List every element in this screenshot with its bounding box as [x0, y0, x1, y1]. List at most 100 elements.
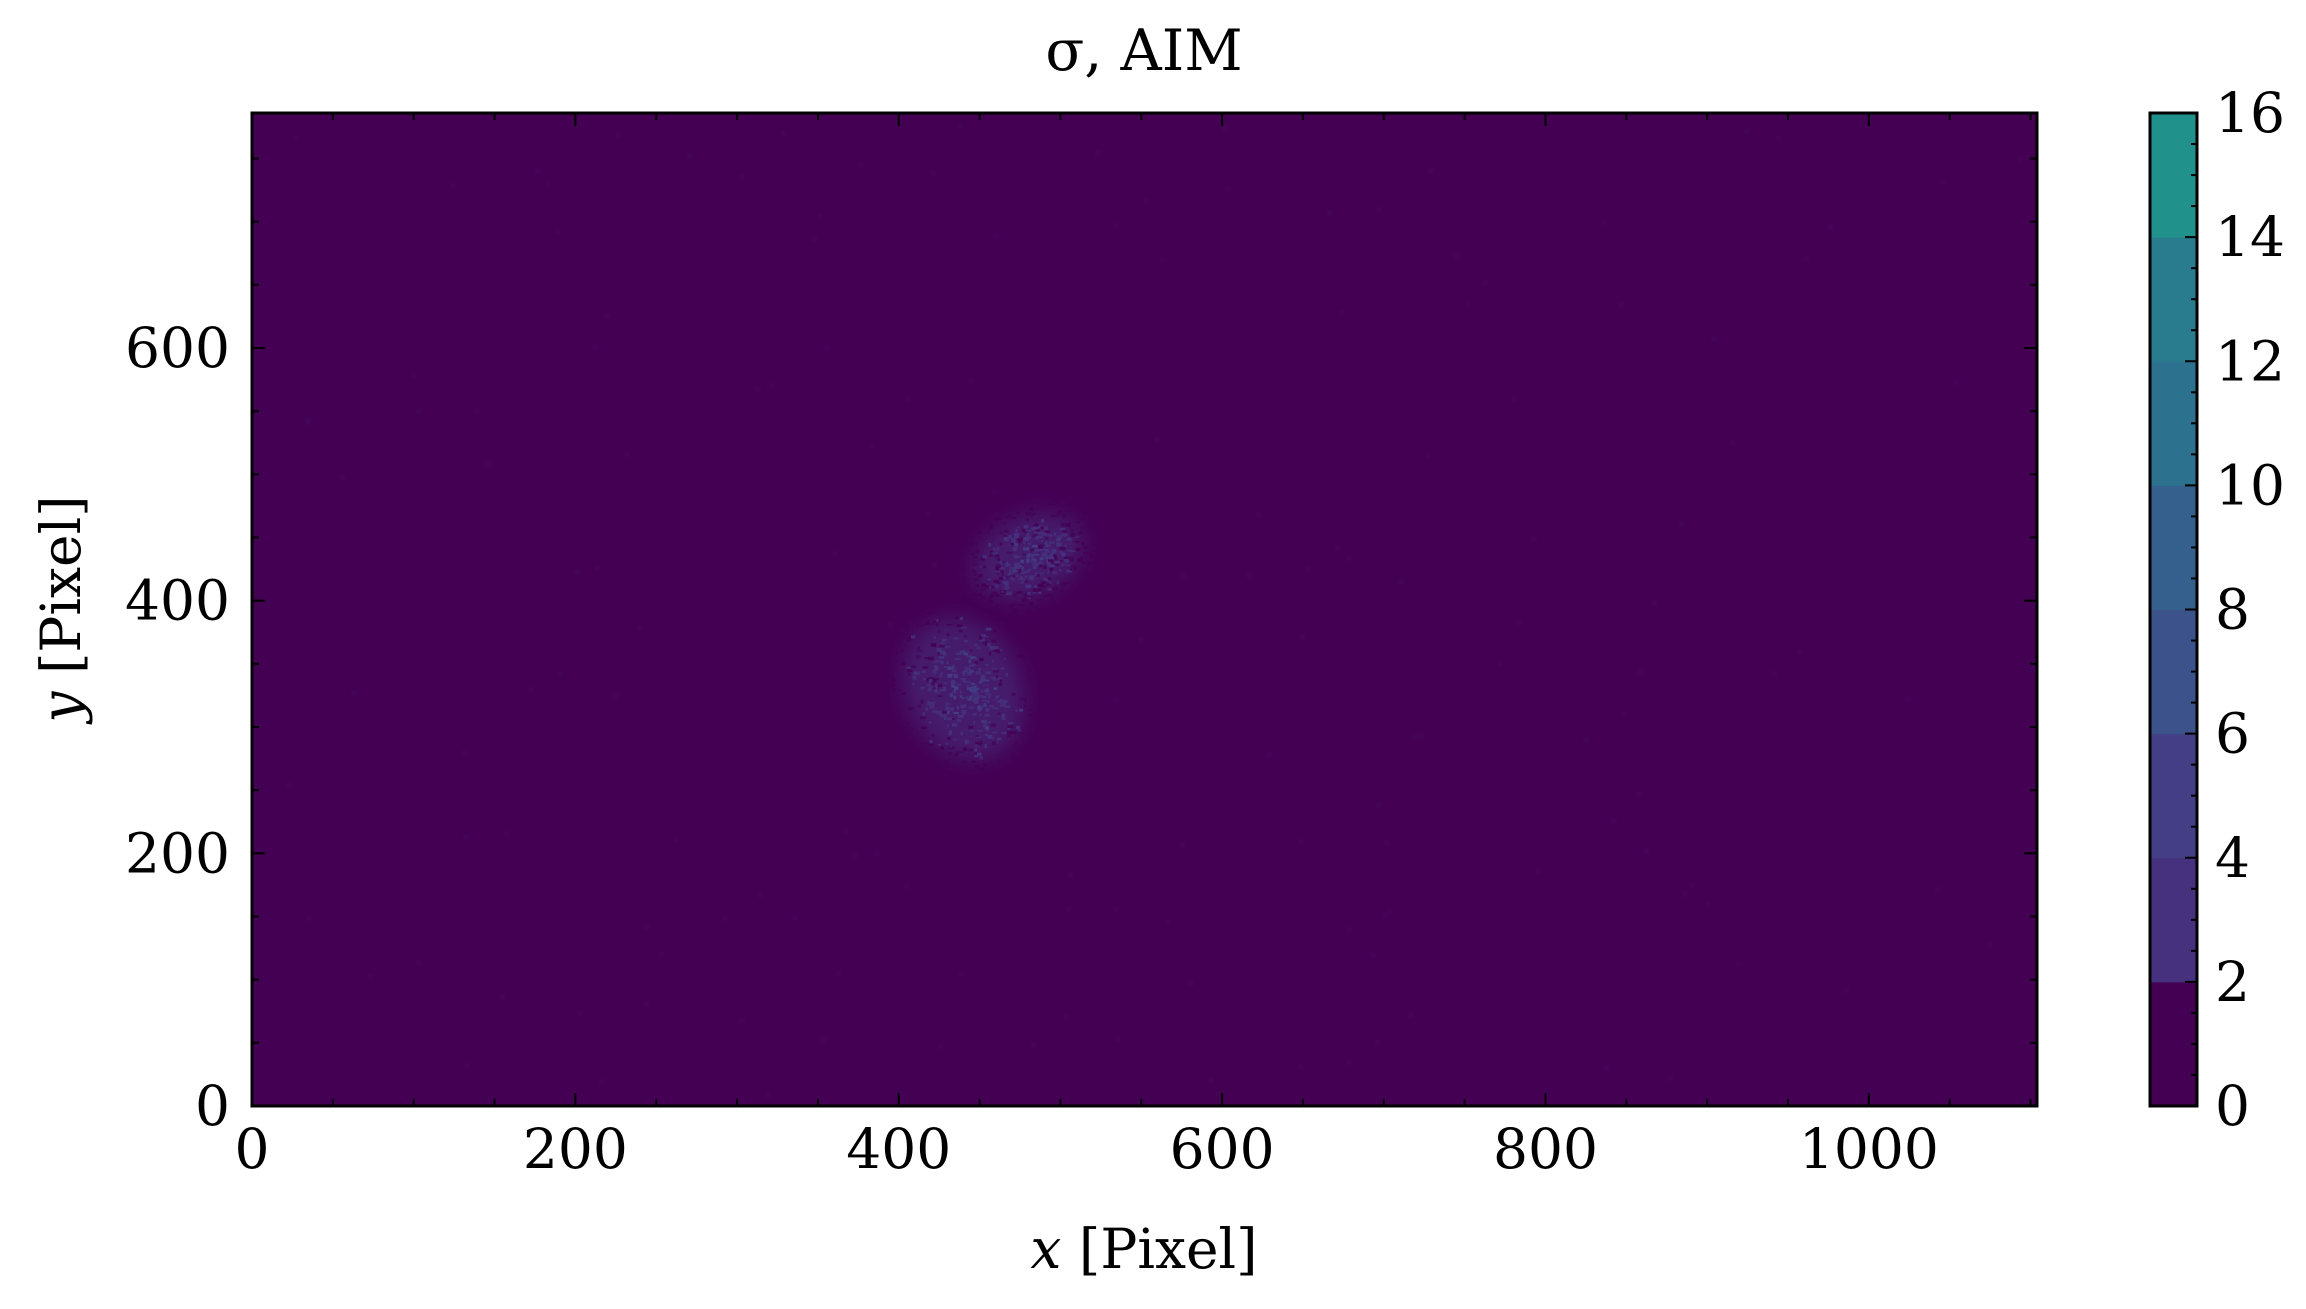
heatmap-cell [616, 133, 620, 137]
heatmap-cell [947, 673, 953, 678]
heatmap-cell [1045, 537, 1048, 540]
heatmap-cell [1414, 735, 1417, 739]
heatmap-cell [1047, 588, 1053, 591]
heatmap-cell [1004, 563, 1011, 567]
heatmap-cell [928, 687, 932, 690]
heatmap-cell [933, 678, 939, 681]
heatmap-cell [1844, 988, 1848, 992]
heatmap-cell [964, 584, 969, 588]
heatmap-cell [1090, 522, 1097, 527]
heatmap-cell [953, 674, 959, 678]
heatmap-cell [974, 741, 980, 745]
heatmap-cell [1070, 550, 1076, 553]
heatmap-cell [997, 581, 1001, 585]
heatmap-cell [985, 585, 990, 589]
heatmap-cell [1005, 673, 1009, 677]
heatmap-cell [898, 688, 903, 691]
heatmap-cell [1081, 583, 1086, 586]
heatmap-cell [974, 755, 979, 757]
heatmap-cell [949, 745, 953, 748]
heatmap-cell [1047, 607, 1053, 610]
heatmap-cell [1032, 556, 1035, 561]
heatmap-cell [974, 657, 978, 660]
heatmap-cell [906, 666, 912, 669]
heatmap-cell [1088, 553, 1094, 557]
heatmap-cell [991, 585, 995, 589]
heatmap-cell [901, 692, 907, 696]
heatmap-cell [987, 642, 991, 647]
heatmap-cell [970, 379, 973, 383]
heatmap-cell [965, 696, 968, 699]
heatmap-cell [306, 418, 310, 422]
heatmap-cell [1772, 672, 1776, 675]
heatmap-cell [1712, 337, 1716, 341]
heatmap-cell [952, 664, 955, 669]
heatmap-cell [1047, 562, 1052, 566]
heatmap-cell [983, 763, 988, 767]
heatmap-cell [1095, 492, 1098, 496]
colorbar-level [2150, 609, 2197, 735]
heatmap-cell [897, 615, 902, 619]
heatmap-cell [1038, 531, 1044, 535]
heatmap-cell [890, 682, 896, 687]
heatmap-cell [966, 684, 970, 687]
heatmap-cell [1036, 776, 1039, 779]
heatmap-cell [1012, 548, 1017, 552]
heatmap-cell [688, 154, 692, 158]
heatmap-cell [982, 700, 988, 702]
heatmap-cell [989, 553, 993, 556]
heatmap-cell [1012, 569, 1019, 573]
heatmap-cell [1032, 534, 1038, 538]
heatmap-cell [1455, 255, 1459, 259]
heatmap-cell [945, 742, 949, 745]
heatmap-cell [971, 683, 976, 686]
heatmap-cell [1612, 819, 1616, 823]
heatmap-cell [813, 237, 817, 241]
heatmap-cell [936, 710, 942, 715]
heatmap-cell [922, 712, 925, 716]
heatmap-cell [1011, 538, 1016, 541]
heatmap-cell [935, 622, 939, 627]
heatmap-cell [1081, 541, 1085, 545]
heatmap-cell [988, 597, 992, 600]
heatmap-cell [953, 695, 957, 700]
heatmap-cell [853, 854, 857, 858]
heatmap-cell [937, 630, 941, 634]
heatmap-cell [1039, 557, 1044, 561]
heatmap-cell [982, 554, 987, 559]
heatmap-cell [723, 916, 727, 920]
heatmap-cell [938, 695, 943, 697]
heatmap-cell [1049, 581, 1052, 584]
heatmap-cell [1114, 224, 1118, 228]
heatmap-cell [1189, 982, 1193, 986]
heatmap-cell [973, 556, 978, 559]
heatmap-cell [989, 524, 993, 528]
heatmap-cell [962, 586, 967, 589]
heatmap-cell [949, 693, 953, 698]
heatmap-cell [971, 690, 977, 694]
heatmap-cell [1017, 538, 1022, 541]
heatmap-cell [368, 975, 372, 979]
heatmap-cell [1024, 594, 1031, 598]
heatmap-cell [1093, 527, 1100, 530]
heatmap-cell [1000, 667, 1005, 670]
heatmap-cell [486, 462, 490, 466]
heatmap-background [252, 113, 2037, 1106]
heatmap-cell [1038, 572, 1045, 575]
heatmap-cell [980, 794, 983, 798]
heatmap-cell [1068, 556, 1075, 560]
heatmap-cell [987, 608, 994, 612]
heatmap-cell [998, 648, 1003, 652]
heatmap-cell [966, 687, 973, 691]
heatmap-cell [975, 684, 978, 687]
heatmap-cell [969, 670, 974, 673]
heatmap-cell [939, 780, 946, 784]
heatmap-cell [1114, 697, 1118, 701]
heatmap-cell [1012, 554, 1018, 557]
heatmap-cell [984, 689, 990, 693]
heatmap-cell [945, 760, 949, 764]
heatmap-cell [1377, 207, 1381, 211]
heatmap-cell [954, 752, 959, 757]
heatmap-cell [981, 634, 986, 637]
heatmap-cell [1011, 793, 1016, 795]
